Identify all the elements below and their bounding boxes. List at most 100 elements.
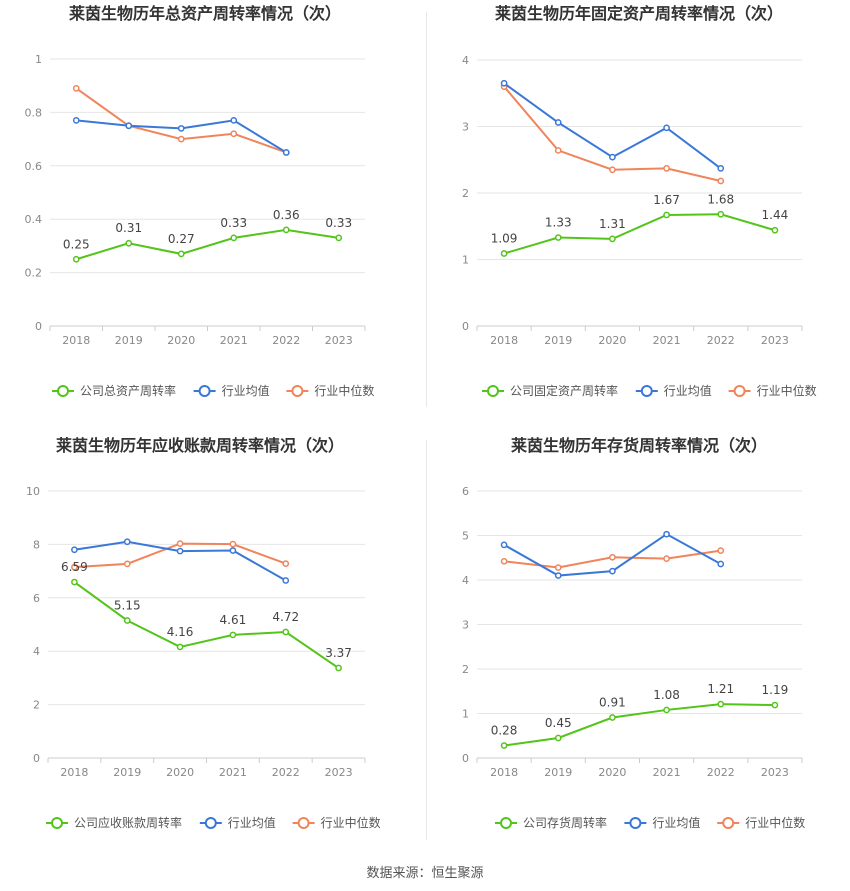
data-label: 0.36 (273, 208, 300, 222)
chart-title: 莱茵生物历年总资产周转率情况（次） (69, 4, 341, 23)
y-tick-label: 4 (462, 54, 469, 67)
data-point-industry_median (177, 135, 185, 143)
data-point-industry_median (609, 166, 616, 174)
y-tick-label: 6 (33, 592, 40, 605)
y-tick-label: 0 (462, 320, 469, 333)
data-point-company (177, 250, 185, 258)
x-tick-label: 2021 (653, 766, 681, 779)
legend-item-industry_median[interactable]: 行业中位数 (286, 383, 374, 398)
legend-label: 行业均值 (222, 383, 270, 398)
x-tick-label: 2023 (761, 334, 789, 347)
data-point-industry_median (554, 147, 562, 154)
x-tick-label: 2019 (113, 766, 141, 779)
x-tick-label: 2021 (219, 766, 247, 779)
chart-svg: 莱茵生物历年应收账款周转率情况（次） 0 2 4 6 8 10 2018 2019 2020 202… (26, 436, 381, 830)
legend-marker-icon (722, 817, 735, 829)
data-point-industry_median (717, 547, 725, 554)
legend-item-industry_median[interactable]: 行业中位数 (717, 815, 805, 830)
divider-top (426, 12, 427, 407)
data-point-company (71, 578, 78, 586)
data-point-industry_avg (176, 547, 184, 555)
legend-item-industry_median[interactable]: 行业中位数 (292, 815, 381, 830)
legend-label: 公司总资产周转率 (80, 383, 176, 398)
data-point-company (282, 226, 290, 234)
y-tick-label: 1 (462, 254, 469, 267)
legend-item-industry_avg[interactable]: 行业均值 (624, 815, 700, 830)
data-label: 1.31 (599, 217, 626, 231)
x-tick-label: 2023 (761, 766, 789, 779)
series-line-industry_avg (74, 540, 287, 582)
data-point-industry_avg (717, 560, 725, 568)
data-point-industry_median (500, 557, 508, 565)
data-point-company (663, 706, 670, 714)
data-point-industry_avg (609, 567, 616, 575)
chart-receivables-turnover: 莱茵生物历年应收账款周转率情况（次） 0 2 4 6 8 10 2018 2019 2020 202… (0, 430, 425, 860)
y-tick-label: 0 (33, 752, 40, 765)
data-label: 1.44 (762, 208, 789, 222)
data-label: 1.33 (545, 216, 572, 230)
data-point-industry_avg (609, 153, 616, 161)
data-point-company (123, 617, 131, 624)
data-point-industry_avg (72, 117, 80, 124)
chart-svg: 莱茵生物历年存货周转率情况（次） 0 1 2 3 4 5 6 2018 2019 2020 2021 2… (462, 436, 805, 830)
y-tick-label: 10 (26, 485, 40, 498)
y-tick-label: 3 (462, 121, 469, 134)
data-label: 0.45 (545, 716, 572, 730)
data-point-industry_median (717, 177, 725, 185)
y-tick-label: 4 (33, 645, 40, 658)
legend-item-industry_avg[interactable]: 行业均值 (193, 383, 270, 398)
x-tick-label: 2022 (272, 766, 300, 779)
divider-bottom (426, 440, 427, 840)
data-point-industry_avg (282, 577, 290, 584)
series-line-company (75, 228, 339, 261)
data-point-industry_avg (663, 530, 670, 538)
data-point-company (230, 234, 238, 242)
legend-item-company[interactable]: 公司存货周转率 (495, 815, 607, 830)
data-point-company (335, 234, 343, 242)
series-line-industry_median (75, 87, 287, 154)
legend-label: 行业中位数 (314, 383, 374, 398)
data-point-industry_median (663, 555, 670, 562)
data-point-industry_avg (71, 546, 78, 554)
y-tick-label: 0.8 (25, 106, 43, 119)
chart-title: 莱茵生物历年固定资产周转率情况（次） (495, 4, 783, 23)
y-tick-label: 0.2 (25, 267, 43, 280)
x-tick-label: 2019 (115, 334, 143, 347)
legend-label: 公司应收账款周转率 (74, 815, 182, 830)
legend-item-company[interactable]: 公司应收账款周转率 (46, 815, 182, 830)
legend-marker-icon (204, 817, 217, 829)
y-tick-label: 0.4 (25, 213, 43, 226)
data-point-company (717, 700, 725, 708)
data-point-industry_avg (123, 538, 131, 546)
data-point-industry_median (554, 564, 562, 571)
data-point-company (125, 239, 133, 247)
data-label: 1.19 (762, 683, 789, 697)
x-tick-label: 2018 (490, 334, 518, 347)
data-point-company (500, 250, 508, 257)
x-tick-label: 2022 (272, 334, 300, 347)
data-label: 0.33 (220, 216, 247, 230)
y-tick-label: 0 (35, 320, 42, 333)
y-tick-label: 0.6 (25, 160, 43, 173)
x-tick-label: 2018 (62, 334, 90, 347)
legend-marker-icon (487, 385, 499, 397)
data-label: 4.61 (220, 613, 247, 627)
data-label: 3.37 (325, 646, 352, 660)
data-point-company (717, 210, 725, 218)
x-tick-label: 2022 (707, 334, 735, 347)
legend-item-company[interactable]: 公司固定资产周转率 (482, 383, 618, 398)
legend-item-industry_median[interactable]: 行业中位数 (728, 383, 817, 398)
data-point-industry_avg (554, 572, 562, 579)
data-point-company (663, 211, 670, 219)
data-point-industry_median (176, 540, 184, 547)
legend-marker-icon (500, 817, 512, 829)
legend-label: 行业均值 (228, 815, 276, 830)
legend-marker-icon (640, 385, 653, 397)
legend-label: 行业中位数 (745, 815, 805, 830)
data-label: 0.91 (599, 696, 626, 710)
legend-item-industry_avg[interactable]: 行业均值 (635, 383, 712, 398)
data-label: 1.68 (707, 192, 734, 206)
legend-label: 行业中位数 (757, 383, 817, 398)
legend-item-industry_avg[interactable]: 行业均值 (199, 815, 276, 830)
legend-item-company[interactable]: 公司总资产周转率 (52, 383, 176, 398)
